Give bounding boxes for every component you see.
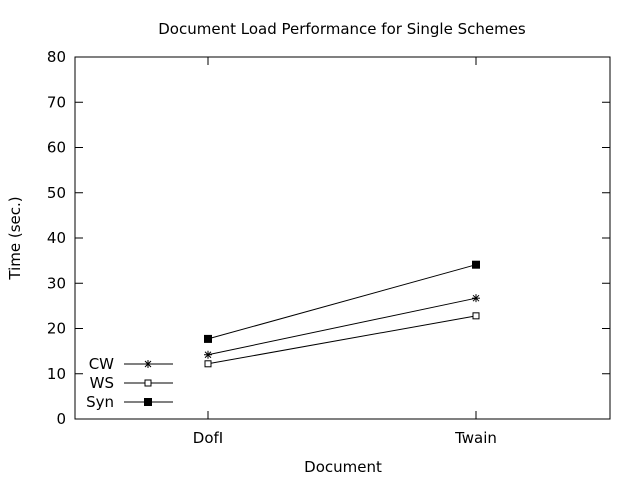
y-tick-label: 0 — [56, 410, 66, 428]
legend-label: Syn — [86, 393, 114, 411]
data-point-ws — [472, 312, 480, 320]
chart-title: Document Load Performance for Single Sch… — [158, 20, 526, 38]
series-line-cw — [207, 297, 477, 356]
y-tick-label: 50 — [47, 184, 66, 202]
plot-frame — [74, 56, 611, 420]
series-line-syn — [207, 264, 477, 340]
data-point-cw — [472, 294, 480, 303]
y-axis: 0 10 20 30 40 50 60 70 80 — [47, 48, 610, 428]
legend-marker — [144, 398, 152, 406]
x-axis-label: Document — [304, 458, 382, 476]
y-tick-label: 60 — [47, 139, 66, 157]
x-axis: DofI Twain — [193, 57, 497, 447]
legend-marker — [144, 360, 152, 368]
legend-label: CW — [89, 355, 114, 373]
y-tick-label: 80 — [47, 48, 66, 66]
legend-marker — [144, 379, 152, 387]
y-tick-label: 70 — [47, 93, 66, 111]
y-tick-label: 20 — [47, 320, 66, 338]
x-tick-label: DofI — [193, 429, 223, 447]
data-point-cw — [204, 350, 212, 359]
legend-label: WS — [90, 374, 114, 392]
series-line-ws — [207, 315, 477, 365]
y-axis-label: Time (sec.) — [6, 196, 24, 280]
series-layer — [204, 260, 480, 368]
x-tick-label: Twain — [454, 429, 497, 447]
data-point-ws — [204, 360, 212, 368]
data-point-syn — [472, 260, 480, 269]
y-tick-label: 30 — [47, 274, 66, 292]
y-tick-label: 10 — [47, 365, 66, 383]
y-tick-label: 40 — [47, 229, 66, 247]
data-point-syn — [204, 334, 212, 343]
